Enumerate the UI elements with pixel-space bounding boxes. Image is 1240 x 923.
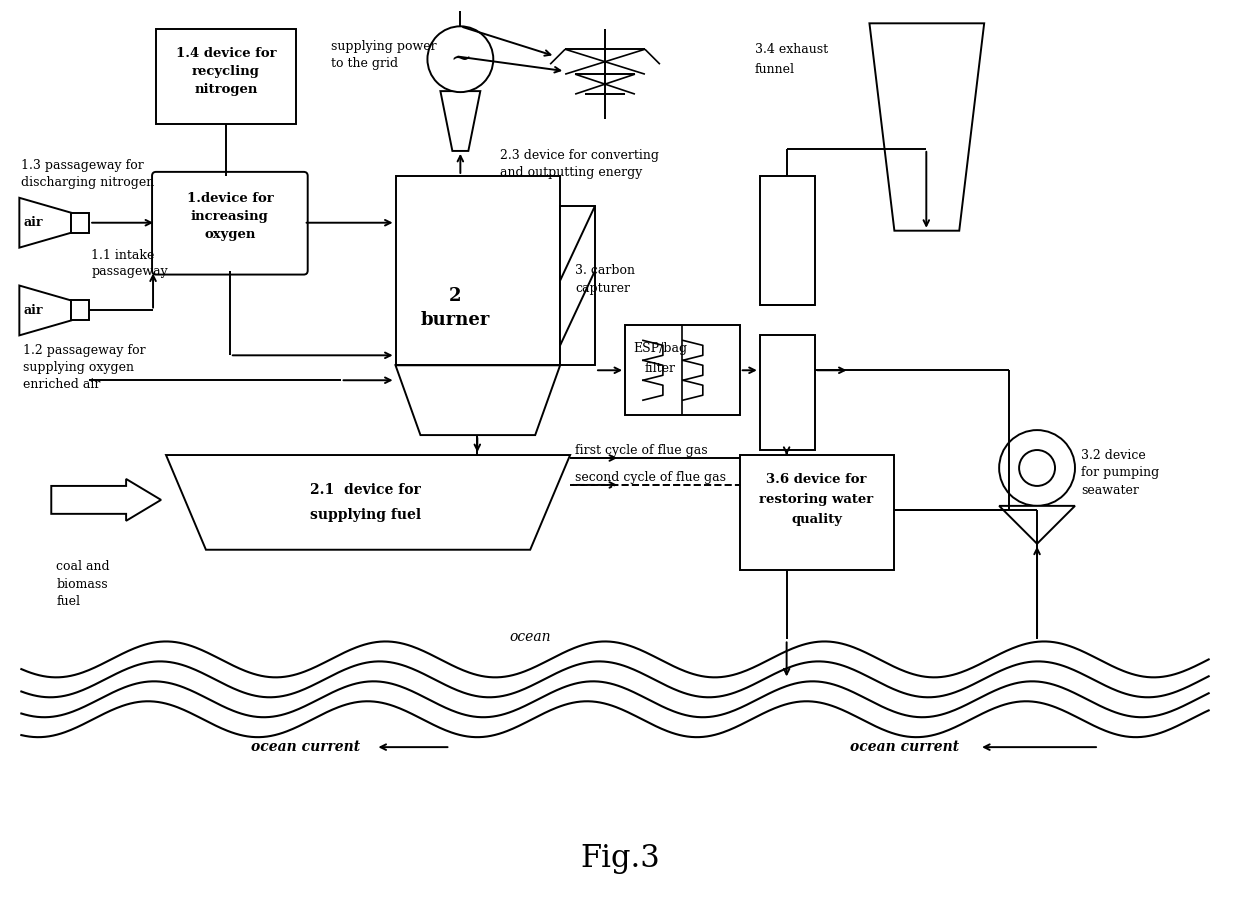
Polygon shape	[396, 366, 560, 435]
Bar	[740, 455, 894, 569]
Text: supplying fuel: supplying fuel	[310, 508, 422, 521]
Text: 1.1 intake: 1.1 intake	[92, 249, 155, 262]
Text: supplying oxygen: supplying oxygen	[24, 361, 134, 374]
Text: to the grid: to the grid	[331, 56, 398, 70]
Text: ESP/bag: ESP/bag	[632, 342, 687, 354]
Polygon shape	[869, 23, 985, 231]
Text: first cycle of flue gas: first cycle of flue gas	[575, 444, 708, 457]
Text: air: air	[24, 304, 43, 317]
FancyArrow shape	[51, 479, 161, 521]
Bar	[625, 326, 740, 415]
Text: enriched air: enriched air	[24, 378, 100, 390]
Circle shape	[428, 27, 494, 92]
Text: nitrogen: nitrogen	[195, 83, 258, 96]
Text: for pumping: for pumping	[1081, 466, 1159, 479]
Polygon shape	[166, 455, 570, 550]
Text: discharging nitrogen: discharging nitrogen	[21, 176, 155, 189]
Text: capturer: capturer	[575, 282, 630, 295]
Text: Fig.3: Fig.3	[580, 844, 660, 874]
Text: passageway: passageway	[92, 265, 167, 278]
Text: second cycle of flue gas: second cycle of flue gas	[575, 472, 727, 485]
Bar	[396, 176, 560, 366]
Text: increasing: increasing	[191, 210, 269, 223]
Bar	[760, 176, 815, 306]
Text: 2: 2	[449, 286, 461, 305]
Polygon shape	[999, 506, 1075, 544]
Text: 1.4 device for: 1.4 device for	[176, 47, 277, 60]
Circle shape	[1019, 450, 1055, 485]
Text: 2.3 device for converting: 2.3 device for converting	[500, 150, 660, 162]
Text: biomass: biomass	[56, 578, 108, 591]
Text: 2.1  device for: 2.1 device for	[310, 483, 420, 497]
Text: quality: quality	[791, 513, 842, 526]
Text: ocean: ocean	[510, 630, 551, 644]
Bar	[760, 335, 815, 450]
Text: 3.6 device for: 3.6 device for	[766, 473, 867, 486]
Text: 3. carbon: 3. carbon	[575, 264, 635, 277]
Bar	[560, 206, 595, 366]
Text: supplying power: supplying power	[331, 40, 436, 53]
Polygon shape	[20, 198, 71, 247]
Text: ocean current: ocean current	[851, 740, 960, 754]
Text: ~: ~	[450, 48, 471, 71]
Text: air: air	[24, 216, 43, 229]
Text: oxygen: oxygen	[205, 228, 255, 241]
Text: burner: burner	[420, 311, 490, 330]
Bar	[156, 30, 295, 124]
Text: fuel: fuel	[56, 595, 81, 608]
Text: 3.4 exhaust: 3.4 exhaust	[755, 42, 828, 55]
Text: ocean current: ocean current	[252, 740, 361, 754]
Polygon shape	[440, 91, 480, 151]
Text: seawater: seawater	[1081, 485, 1138, 497]
Text: funnel: funnel	[755, 63, 795, 76]
Text: 1.device for: 1.device for	[186, 192, 273, 205]
Text: filter: filter	[645, 362, 676, 375]
Text: 3.2 device: 3.2 device	[1081, 449, 1146, 462]
FancyBboxPatch shape	[153, 172, 308, 274]
Polygon shape	[20, 285, 71, 335]
Text: restoring water: restoring water	[759, 494, 874, 507]
Bar	[71, 212, 89, 233]
Text: coal and: coal and	[56, 560, 110, 573]
Bar	[71, 301, 89, 320]
Text: recycling: recycling	[192, 65, 260, 78]
Text: 1.3 passageway for: 1.3 passageway for	[21, 160, 144, 173]
Text: 1.2 passageway for: 1.2 passageway for	[24, 344, 146, 357]
Text: and outputting energy: and outputting energy	[500, 166, 642, 179]
Circle shape	[999, 430, 1075, 506]
